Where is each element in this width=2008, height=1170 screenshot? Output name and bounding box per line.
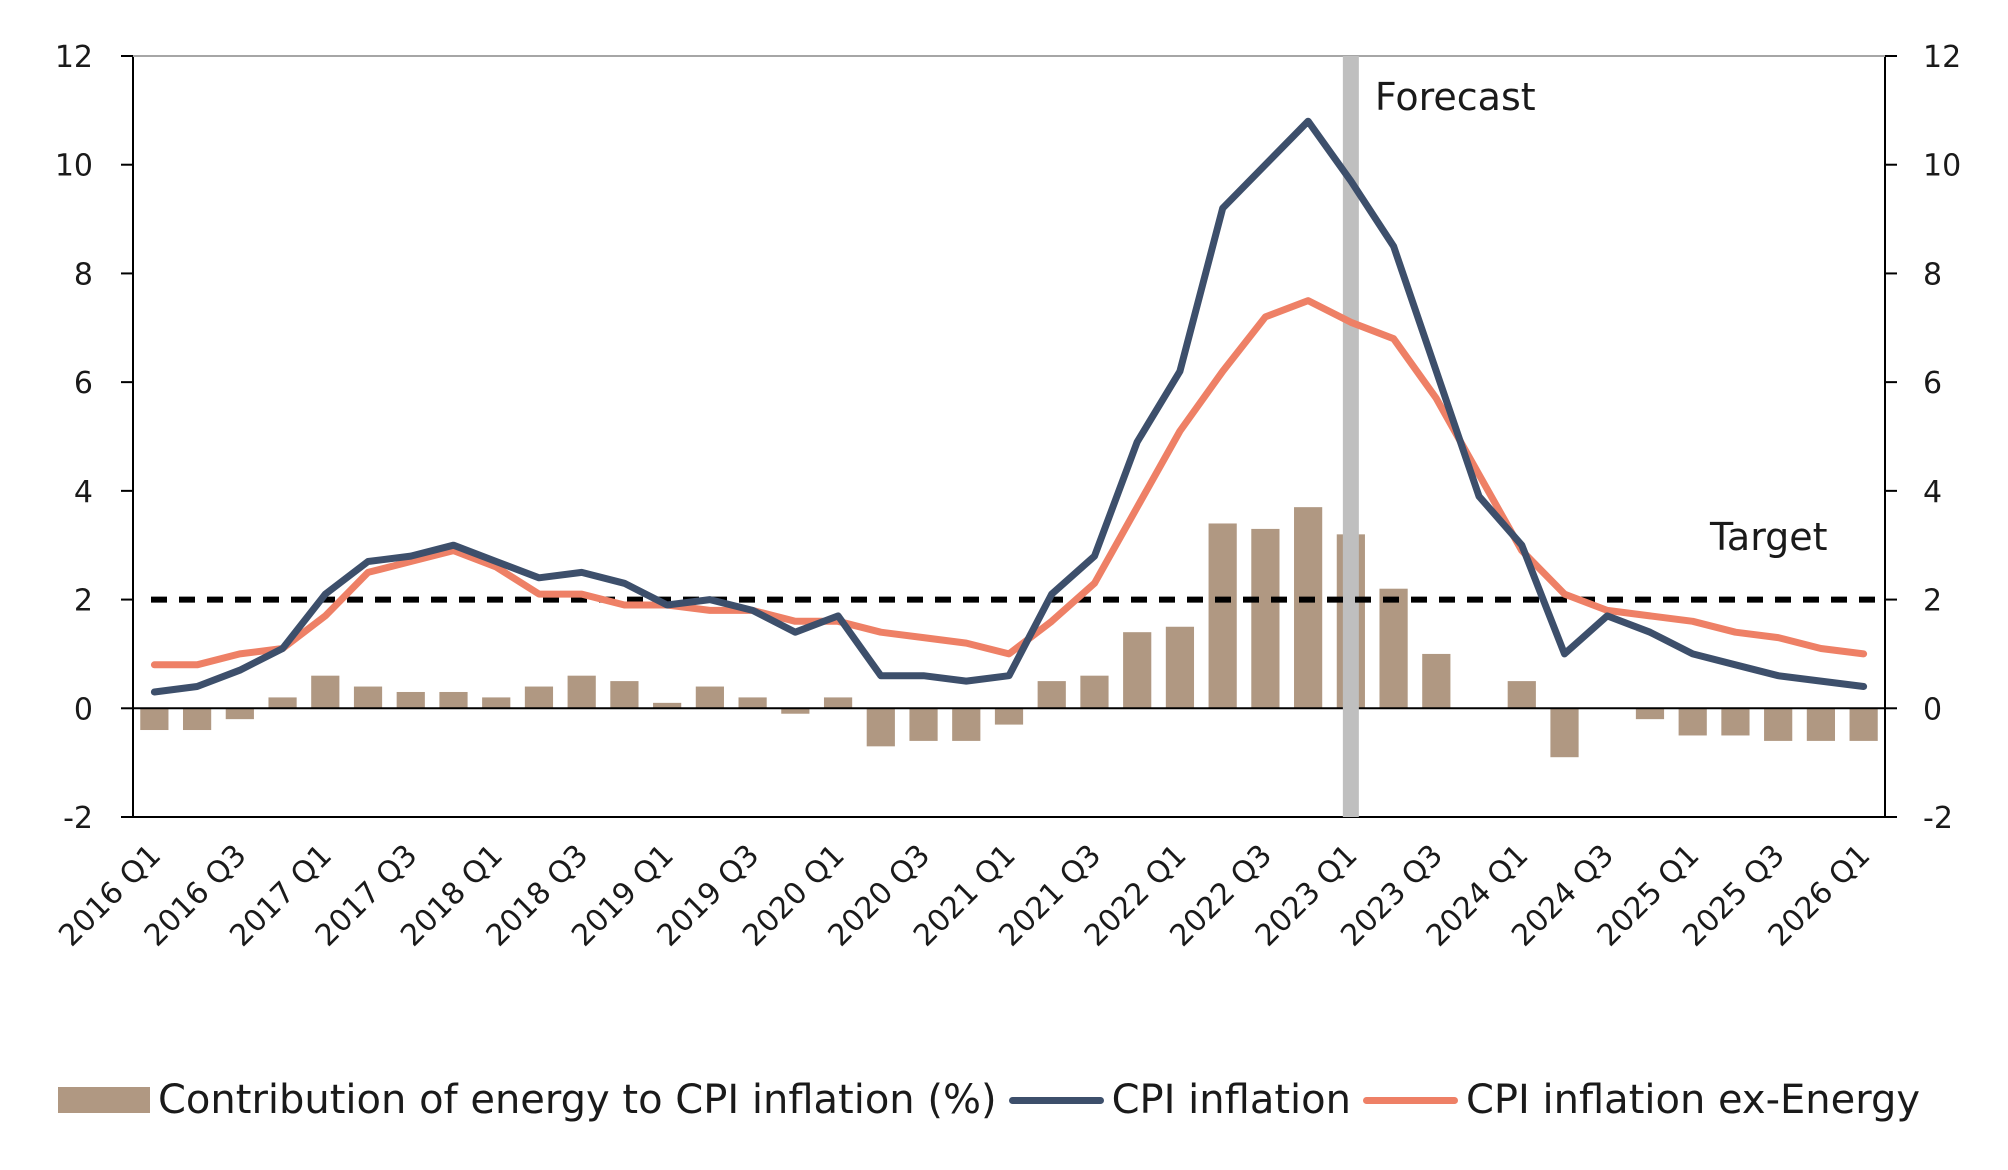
energy-bar-2017-q1 — [311, 675, 340, 709]
y-tick-label-right: 0 — [1923, 692, 1942, 727]
legend-label-cpi: CPI inflation — [1111, 1077, 1351, 1123]
bars-layer — [140, 507, 1878, 758]
energy-bar-2026-q1 — [1849, 708, 1878, 741]
y-tick-label-left: 2 — [74, 584, 93, 619]
energy-bar-2020-q2 — [866, 708, 895, 747]
energy-bar-2021-q3 — [1080, 675, 1109, 709]
energy-bar-2019-q4 — [781, 708, 810, 714]
energy-bar-2022-q3 — [1251, 528, 1280, 709]
energy-bar-2019-q1 — [653, 702, 682, 709]
energy-bar-2019-q2 — [695, 686, 724, 709]
energy-bar-2021-q1 — [994, 708, 1024, 725]
target-label: Target — [1709, 515, 1828, 559]
legend-item-energy: Contribution of energy to CPI inflation … — [58, 1077, 997, 1123]
labels-layer: Forecast Target — [1375, 75, 1828, 559]
energy-bar-2024-q1 — [1507, 681, 1536, 709]
cpi-ex-energy-line — [150, 297, 1868, 669]
energy-bar-2022-q4 — [1294, 507, 1323, 709]
energy-bar-2018-q4 — [610, 681, 639, 709]
energy-bar-2017-q4 — [439, 691, 468, 709]
y-tick-label-left: 4 — [74, 475, 93, 510]
y-tick-label-left: -2 — [63, 801, 93, 836]
y-tick-label-left: 8 — [74, 257, 93, 292]
energy-bar-2023-q3 — [1422, 653, 1451, 709]
forecast-label: Forecast — [1375, 75, 1536, 119]
y-tick-label-right: 6 — [1923, 366, 1942, 401]
y-tick-label-right: 12 — [1923, 40, 1961, 75]
energy-bar-2025-q3 — [1764, 708, 1793, 741]
energy-bar-2018-q3 — [567, 675, 596, 709]
energy-bar-2018-q2 — [524, 686, 554, 709]
cpi-inflation-line — [150, 117, 1868, 696]
energy-bar-2022-q1 — [1165, 626, 1195, 709]
legend-item-cpi: CPI inflation — [1008, 1077, 1351, 1123]
y-tick-label-right: -2 — [1923, 801, 1953, 836]
y-tick-label-right: 10 — [1923, 149, 1961, 184]
lines-layer — [150, 117, 1868, 696]
y-tick-label-left: 10 — [55, 149, 93, 184]
y-tick-label-left: 6 — [74, 366, 93, 401]
legend-label-cpi-ex-energy: CPI inflation ex-Energy — [1465, 1077, 1921, 1123]
energy-bar-2023-q2 — [1379, 588, 1408, 709]
y-tick-label-right: 4 — [1923, 475, 1942, 510]
energy-bar-2025-q1 — [1678, 708, 1707, 736]
y-tick-label-left: 12 — [55, 40, 93, 75]
energy-bar-2021-q4 — [1123, 632, 1152, 709]
energy-bar-2021-q2 — [1037, 681, 1066, 709]
legend-item-cpi-ex-energy: CPI inflation ex-Energy — [1362, 1077, 1921, 1123]
y-tick-label-left: 0 — [74, 692, 93, 727]
energy-bar-2016-q4 — [268, 697, 297, 709]
y-tick-label-right: 2 — [1923, 584, 1942, 619]
legend-swatch-cpi-ex-energy — [1362, 1096, 1458, 1104]
energy-bar-2017-q3 — [396, 691, 425, 709]
legend-swatch-cpi — [1008, 1096, 1104, 1104]
legend: Contribution of energy to CPI inflation … — [58, 1070, 1932, 1130]
energy-bar-2025-q4 — [1806, 708, 1836, 741]
energy-bar-2024-q4 — [1635, 708, 1665, 720]
energy-bar-2016-q3 — [225, 708, 254, 720]
energy-bar-2020-q1 — [823, 697, 853, 709]
legend-swatch-energy — [58, 1087, 150, 1113]
energy-bar-2018-q1 — [482, 697, 511, 709]
energy-bar-2019-q3 — [738, 697, 767, 709]
y-tick-label-right: 8 — [1923, 257, 1942, 292]
energy-bar-2020-q3 — [909, 708, 938, 741]
energy-bar-2016-q2 — [182, 708, 212, 731]
energy-bar-2016-q1 — [140, 708, 169, 731]
energy-bar-2022-q2 — [1208, 523, 1237, 709]
energy-bar-2025-q2 — [1721, 708, 1750, 736]
energy-bar-2017-q2 — [353, 686, 383, 709]
energy-bar-2020-q4 — [952, 708, 981, 741]
legend-label-energy: Contribution of energy to CPI inflation … — [158, 1077, 997, 1123]
energy-bar-2024-q2 — [1550, 708, 1579, 758]
